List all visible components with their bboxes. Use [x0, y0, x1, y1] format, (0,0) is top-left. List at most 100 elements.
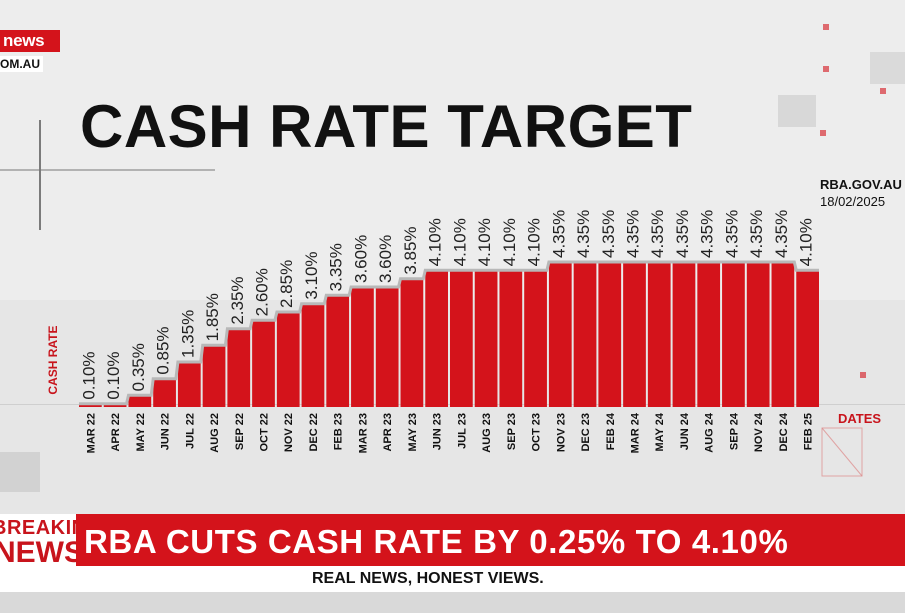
tagline-bar: REAL NEWS, HONEST VIEWS. [0, 566, 905, 592]
bar-jun-24 [672, 262, 696, 407]
x-tick-label: MAY 22 [135, 413, 147, 452]
bar-aug-24 [697, 262, 721, 407]
x-tick-label: JUL 23 [456, 413, 468, 449]
channel-logo-box [0, 30, 60, 52]
x-tick-labels-group: MAR 22 APR 22 MAY 22 JUN 22 JUL 22 AUG 22 SEP … [85, 412, 814, 453]
bar-aug-22 [202, 345, 226, 407]
data-label: 3.85% [401, 226, 420, 274]
x-tick-label: NOV 23 [555, 413, 567, 452]
bottom-strip [0, 592, 905, 613]
data-label: 4.35% [549, 210, 568, 258]
x-tick-label: MAR 23 [357, 413, 369, 453]
data-label: 2.85% [277, 260, 296, 308]
data-label: 2.35% [228, 276, 247, 324]
bar-sep-22 [227, 328, 251, 407]
data-label: 0.35% [129, 343, 148, 391]
bar-may-24 [647, 262, 671, 407]
bar-jul-23 [450, 270, 473, 407]
bar-sep-23 [499, 270, 523, 407]
x-tick-label: JUL 22 [184, 413, 196, 449]
data-label: 4.35% [722, 210, 741, 258]
x-tick-label: JUN 23 [432, 413, 444, 450]
data-label: 4.35% [747, 210, 766, 258]
source-site: RBA.GOV.AU [820, 177, 902, 192]
data-label: 1.35% [178, 310, 197, 358]
data-label: 4.35% [772, 210, 791, 258]
x-tick-label: JUN 22 [160, 413, 172, 450]
bar-sep-24 [722, 262, 745, 407]
data-label: 1.85% [203, 293, 222, 341]
x-tick-label: DEC 22 [308, 413, 320, 452]
bar-dec-22 [301, 303, 325, 407]
data-label: 4.35% [698, 210, 717, 258]
headline-text: RBA CUTS CASH RATE BY 0.25% TO 4.10% [84, 523, 789, 560]
x-tick-label: MAR 22 [85, 413, 97, 453]
x-tick-label: AUG 22 [209, 413, 221, 453]
y-axis-label: CASH RATE [46, 325, 60, 394]
website-label: OM.AU [0, 56, 43, 72]
data-label: 0.10% [104, 351, 123, 399]
x-tick-label: SEP 23 [506, 413, 518, 450]
trend-line [79, 260, 819, 406]
x-tick-label: APR 23 [382, 413, 394, 452]
breaking-news-label: BREAKING NEWS [0, 514, 76, 566]
bar-dec-23 [573, 262, 597, 407]
x-tick-label: DEC 24 [778, 412, 790, 451]
chart-title: CASH RATE TARGET [80, 93, 693, 160]
source-block: RBA.GOV.AU 18/02/2025 [820, 176, 902, 210]
x-tick-label: MAY 23 [407, 413, 419, 452]
x-tick-label: APR 22 [110, 413, 122, 452]
bar-nov-24 [746, 262, 770, 407]
data-label: 4.10% [450, 218, 469, 266]
bar-nov-23 [548, 262, 572, 407]
bar-feb-23 [326, 295, 350, 407]
x-tick-label: NOV 24 [753, 412, 765, 452]
x-tick-label: FEB 25 [803, 413, 815, 450]
data-label: 4.35% [574, 210, 593, 258]
tagline-text: REAL NEWS, HONEST VIEWS. [312, 570, 544, 587]
x-tick-label: OCT 23 [531, 413, 543, 452]
data-label: 4.35% [673, 210, 692, 258]
bar-apr-22 [103, 403, 127, 407]
bar-mar-24 [623, 262, 646, 407]
bar-oct-23 [524, 270, 547, 407]
data-label: 4.10% [525, 218, 544, 266]
data-label: 4.35% [624, 210, 643, 258]
x-tick-label: NOV 22 [283, 413, 295, 452]
data-label: 0.85% [154, 326, 173, 374]
bar-jun-22 [153, 378, 176, 407]
x-tick-label: SEP 22 [234, 413, 246, 450]
x-tick-label: MAY 24 [654, 412, 666, 451]
x-tick-label: FEB 24 [605, 412, 617, 450]
channel-logo: news [3, 31, 45, 50]
data-label: 4.10% [426, 218, 445, 266]
x-tick-label: DEC 23 [580, 413, 592, 452]
bar-aug-23 [474, 270, 498, 407]
x-tick-label: FEB 23 [333, 413, 345, 450]
bar-apr-23 [375, 287, 399, 407]
data-label: 3.60% [376, 235, 395, 283]
x-tick-label: AUG 23 [481, 413, 493, 453]
data-label: 2.60% [253, 268, 272, 316]
bar-nov-22 [276, 312, 300, 407]
x-tick-label: OCT 22 [259, 413, 271, 452]
data-label: 4.10% [500, 218, 519, 266]
source-date: 18/02/2025 [820, 194, 886, 209]
x-tick-label: SEP 24 [728, 412, 740, 450]
data-label: 4.35% [648, 210, 667, 258]
headline-banner: RBA CUTS CASH RATE BY 0.25% TO 4.10% [76, 514, 905, 566]
breaking-label-bottom: NEWS [0, 536, 76, 566]
bars-group [79, 262, 819, 407]
x-tick-label: MAR 24 [630, 412, 642, 453]
bar-jun-23 [425, 270, 448, 407]
bar-may-22 [128, 395, 152, 407]
x-tick-label: AUG 24 [704, 412, 716, 453]
bar-dec-24 [771, 262, 795, 407]
data-label: 4.10% [475, 218, 494, 266]
bar-feb-24 [598, 262, 622, 407]
data-label: 4.10% [797, 218, 816, 266]
data-label: 4.35% [599, 210, 618, 258]
x-tick-label: JUN 24 [679, 412, 691, 450]
bar-oct-22 [252, 320, 275, 407]
data-label: 3.60% [351, 235, 370, 283]
